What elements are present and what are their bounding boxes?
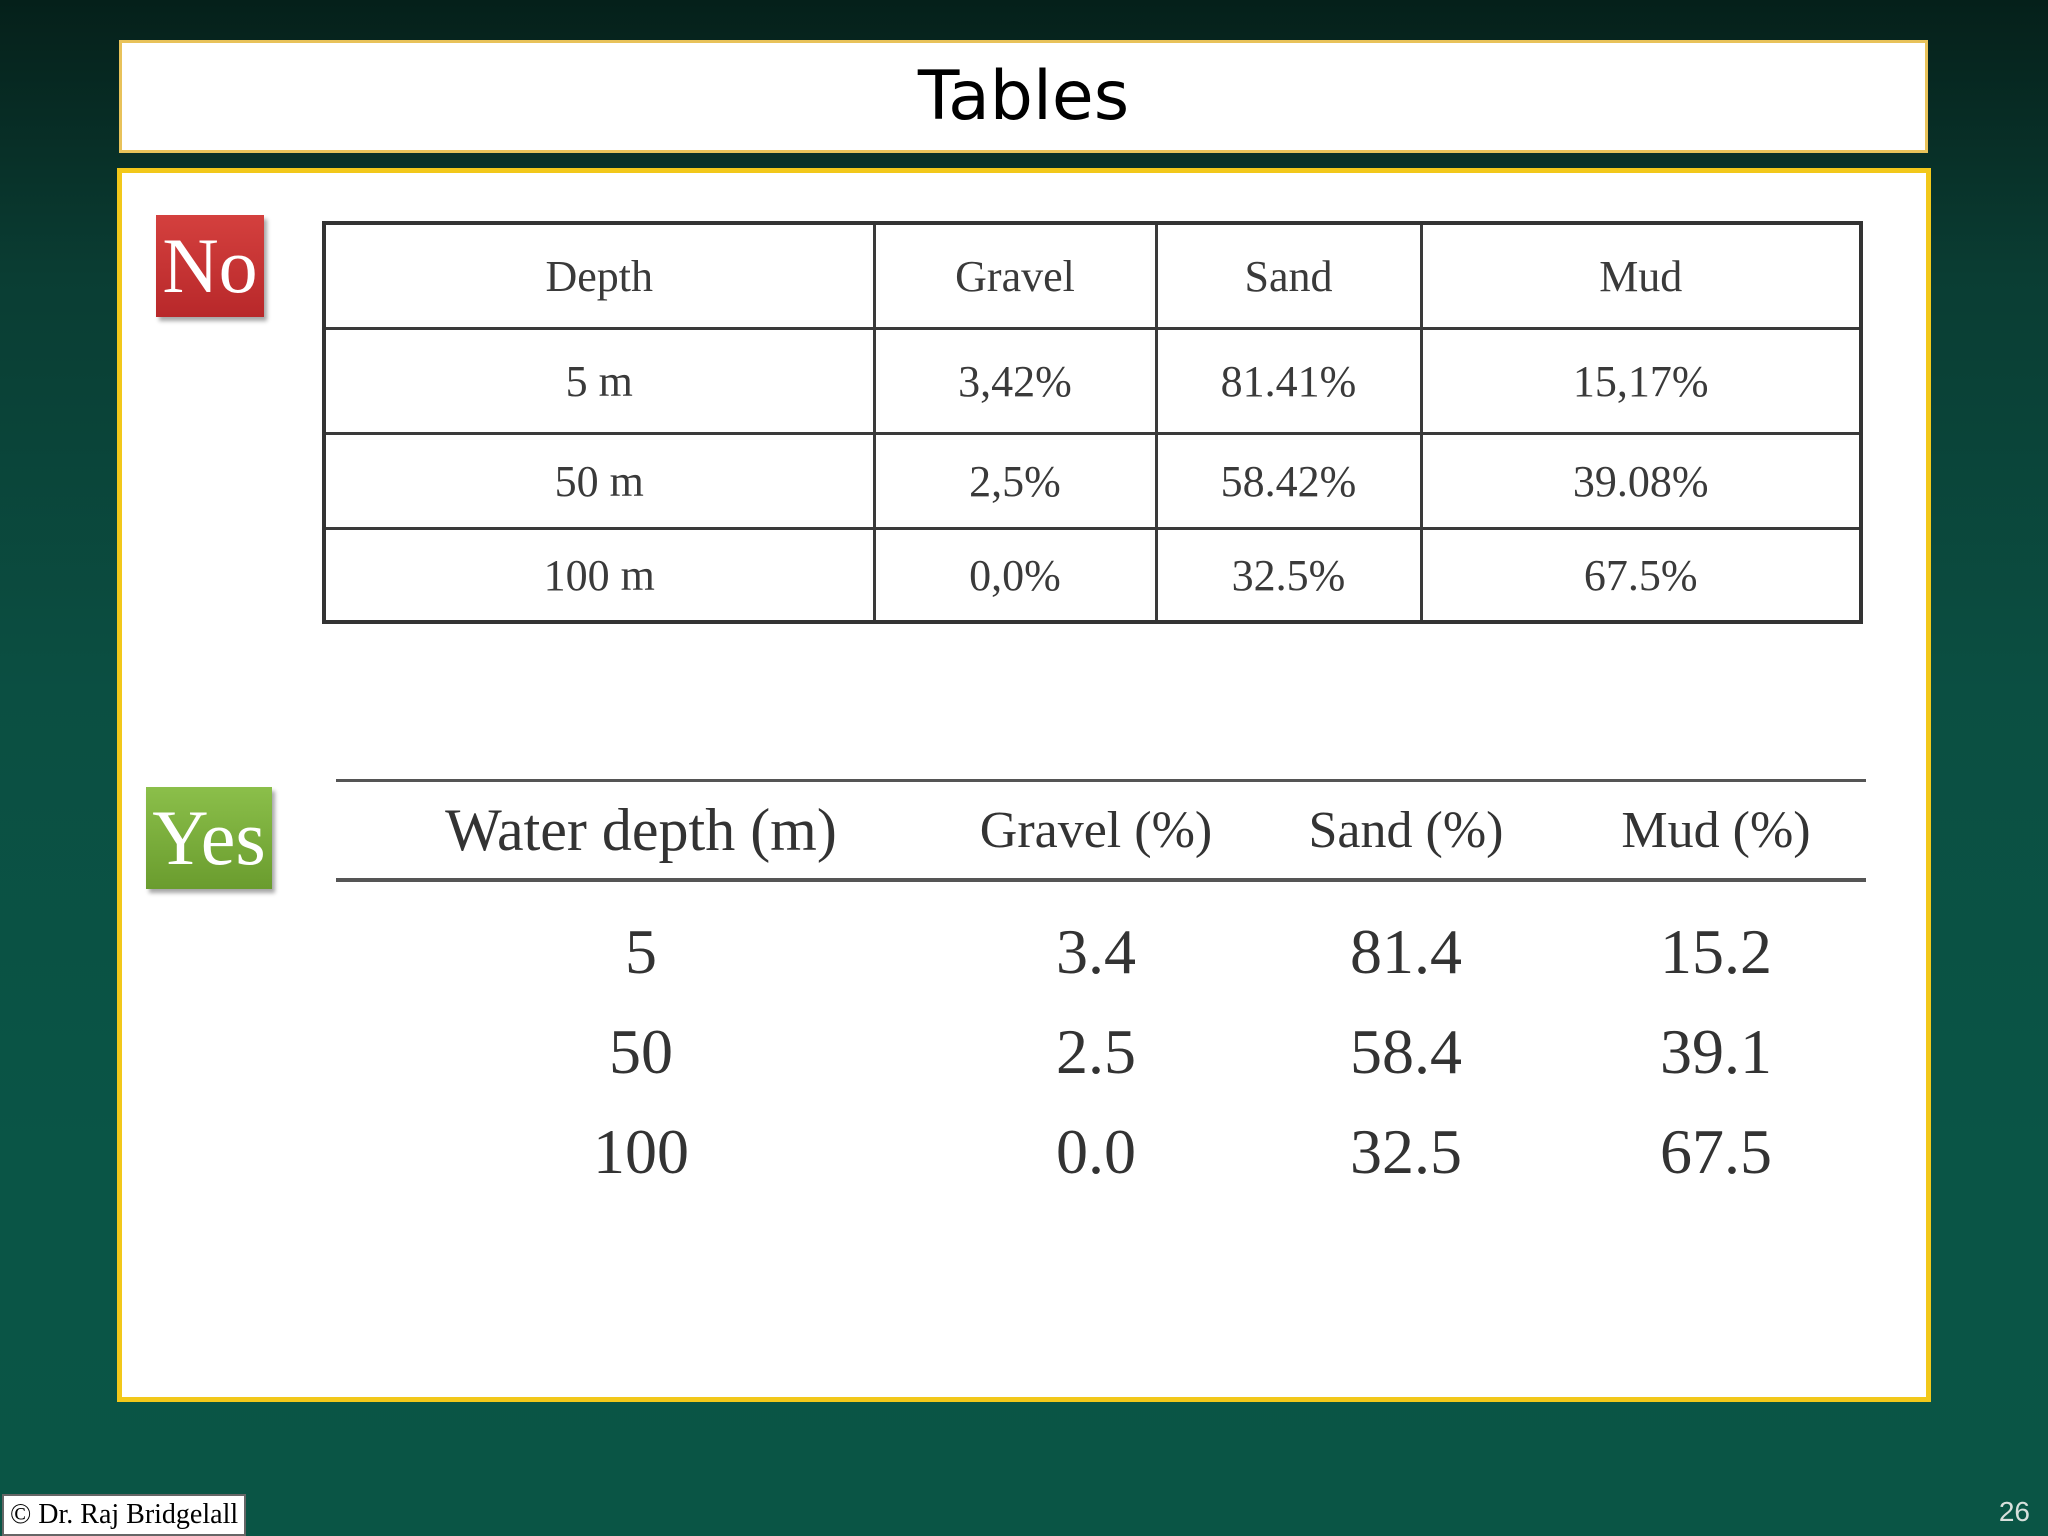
table-row: 50 m 2,5% 58.42% 39.08%	[322, 432, 1863, 530]
header-cell: Gravel (%)	[946, 779, 1246, 882]
table-row: 5 m 3,42% 81.41% 15,17%	[322, 327, 1863, 435]
yes-badge: Yes	[146, 787, 272, 889]
header-cell: Sand	[1154, 221, 1423, 330]
table-cell: 58.42%	[1154, 432, 1423, 530]
table-cell: 2.5	[1056, 1016, 1136, 1087]
table-cell: 15,17%	[1419, 327, 1863, 435]
slide-title-box: Tables	[119, 40, 1928, 153]
table-cell: 58.4	[1350, 1016, 1462, 1087]
table-cell: 39.1	[1660, 1016, 1772, 1087]
table-row: 100 0.0 32.5 67.5	[336, 1102, 1866, 1202]
table-cell: 3.4	[1056, 916, 1136, 987]
table-header-row: Water depth (m) Gravel (%) Sand (%) Mud …	[336, 779, 1866, 882]
table-cell: 0,0%	[872, 527, 1158, 624]
header-cell: Depth	[322, 221, 876, 330]
page-number: 26	[1998, 1496, 2030, 1527]
slide-title: Tables	[917, 56, 1130, 136]
table-cell: 39.08%	[1419, 432, 1863, 530]
table-row: 5 3.4 81.4 15.2	[336, 880, 1866, 1002]
table-cell: 67.5%	[1419, 527, 1863, 624]
table-cell: 100 m	[322, 527, 876, 624]
table-row: 100 m 0,0% 32.5% 67.5%	[322, 527, 1863, 624]
header-cell: Mud	[1419, 221, 1863, 330]
table-cell: 100	[593, 1116, 689, 1187]
content-panel: No Depth Gravel Sand Mud 5 m 3,42% 81.41…	[117, 168, 1931, 1402]
no-badge: No	[156, 215, 264, 317]
table-row: 50 2.5 58.4 39.1	[336, 1002, 1866, 1102]
table-header-row: Depth Gravel Sand Mud	[322, 221, 1863, 330]
table-cell: 50	[609, 1016, 673, 1087]
table-cell: 15.2	[1660, 916, 1772, 987]
header-cell: Gravel	[872, 221, 1158, 330]
table-cell: 67.5	[1660, 1116, 1772, 1187]
table-cell: 5	[625, 916, 657, 987]
table-cell: 5 m	[322, 327, 876, 435]
header-cell: Mud (%)	[1566, 779, 1866, 882]
table-cell: 32.5	[1350, 1116, 1462, 1187]
table-cell: 81.4	[1350, 916, 1462, 987]
table-cell: 81.41%	[1154, 327, 1423, 435]
copyright-label: © Dr. Raj Bridgelall	[2, 1494, 247, 1536]
table-cell: 32.5%	[1154, 527, 1423, 624]
table-cell: 3,42%	[872, 327, 1158, 435]
table-cell: 2,5%	[872, 432, 1158, 530]
header-cell: Sand (%)	[1246, 779, 1566, 882]
table-cell: 0.0	[1056, 1116, 1136, 1187]
bad-example-table: Depth Gravel Sand Mud 5 m 3,42% 81.41% 1…	[322, 221, 1863, 624]
good-example-table: Water depth (m) Gravel (%) Sand (%) Mud …	[336, 779, 1866, 1202]
header-cell: Water depth (m)	[336, 779, 946, 882]
table-cell: 50 m	[322, 432, 876, 530]
